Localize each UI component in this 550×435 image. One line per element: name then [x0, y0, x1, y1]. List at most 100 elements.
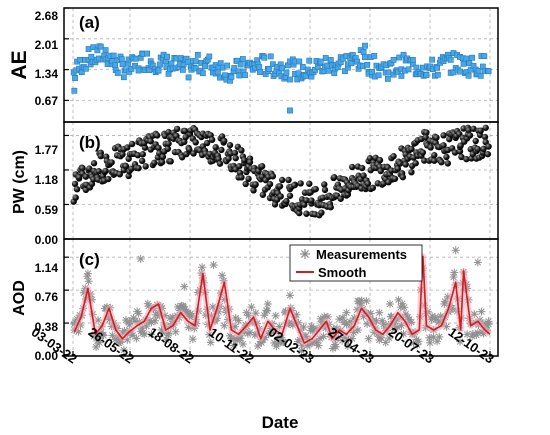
pw-point	[139, 151, 147, 158]
pw-point	[321, 181, 328, 188]
ae-point	[114, 70, 121, 76]
legend-box	[289, 244, 423, 282]
pw-point	[296, 209, 303, 217]
pw-point	[306, 180, 313, 187]
pw-point	[164, 145, 172, 152]
ae-point	[164, 53, 171, 60]
ae-point	[481, 53, 488, 59]
ae-point	[457, 68, 463, 75]
legend: Measurements Smooth	[289, 244, 423, 282]
ae-point	[110, 52, 117, 59]
pw-point	[173, 125, 181, 133]
ae-point	[236, 72, 243, 79]
ae-point	[385, 69, 392, 76]
pw-point	[142, 163, 149, 170]
pw-point	[321, 186, 329, 194]
ae-point	[287, 76, 293, 83]
ae-point	[465, 72, 472, 79]
pw-point	[470, 125, 477, 132]
pw-point	[466, 132, 474, 139]
legend-label-smooth: Smooth	[318, 265, 366, 280]
pw-point	[376, 157, 384, 164]
aod-measurement-point	[125, 317, 134, 326]
ae-point	[155, 67, 162, 74]
y-tick-label: 0.00	[35, 349, 59, 363]
ae-point	[256, 64, 263, 71]
pw-point	[165, 140, 172, 147]
aod-measurement-point	[140, 330, 149, 339]
ae-point	[157, 61, 163, 68]
ae-point	[400, 51, 407, 58]
pw-point	[138, 157, 146, 165]
pw-point	[277, 193, 284, 200]
aod-measurement-point	[375, 308, 384, 317]
y-axis-title-aod: AOD	[11, 280, 28, 316]
pw-point	[463, 155, 470, 163]
ae-point	[384, 75, 391, 82]
aod-measurement-point	[220, 321, 229, 330]
ae-point	[261, 54, 268, 61]
ae-point	[102, 47, 109, 54]
pw-point	[231, 149, 239, 157]
ae-point	[257, 69, 263, 75]
ae-point	[132, 55, 139, 62]
pw-point	[438, 158, 445, 166]
aod-measurement-point	[238, 339, 247, 348]
aod-measurement-point	[263, 306, 272, 315]
ae-point	[317, 58, 324, 65]
aod-measurement-point	[84, 277, 93, 286]
pw-point	[472, 137, 479, 145]
aod-measurement-point	[218, 271, 227, 280]
pw-point	[312, 185, 319, 193]
aod-measurement-point	[151, 316, 159, 325]
pw-point	[226, 141, 234, 149]
pw-point	[285, 176, 292, 184]
pw-point	[440, 132, 447, 139]
pw-point	[390, 153, 397, 160]
pw-point	[364, 180, 372, 187]
pw-point	[236, 163, 243, 170]
aod-measurement-point	[253, 341, 262, 350]
pw-point	[431, 151, 438, 159]
ae-point	[447, 56, 454, 63]
panel-label-a: (a)	[79, 13, 100, 32]
aod-measurement-point	[136, 254, 145, 263]
pw-point	[458, 153, 465, 161]
pw-point	[283, 197, 290, 205]
pw-point	[258, 163, 266, 170]
panel-c-frame	[63, 238, 499, 357]
aod-measurement-point	[263, 300, 272, 308]
y-tick-label: 2.01	[35, 38, 59, 52]
ae-point	[322, 55, 329, 61]
aod-measurement-point	[378, 316, 387, 325]
pw-point	[266, 180, 274, 188]
pw-point	[125, 172, 132, 180]
ae-point	[423, 72, 430, 78]
ae-point	[296, 58, 303, 65]
pw-point	[451, 149, 459, 156]
pw-point	[276, 183, 284, 190]
pw-point	[151, 159, 158, 167]
pw-point	[216, 160, 224, 167]
y-ticks-pw: 0.00 0.59 1.18 1.77	[35, 143, 59, 247]
aod-measurement-point	[394, 295, 403, 304]
ae-point	[112, 62, 118, 69]
aod-measurement-point	[319, 332, 328, 341]
pw-point	[423, 129, 430, 136]
aod-measurement-point	[188, 335, 197, 344]
aod-measurement-point	[147, 330, 156, 339]
ae-point	[237, 61, 244, 68]
pw-point	[477, 127, 484, 134]
x-axis-title: Date	[262, 413, 299, 432]
pw-point	[238, 147, 245, 154]
aod-measurement-point	[484, 317, 493, 326]
aod-measurement-point	[381, 338, 390, 347]
ae-point	[283, 69, 290, 76]
ae-point	[88, 53, 95, 60]
ae-point	[469, 54, 476, 61]
ae-point	[299, 64, 306, 70]
aod-measurement-point	[314, 341, 323, 350]
pw-point	[232, 154, 239, 162]
aod-measurement-point	[209, 261, 218, 269]
ae-point	[118, 56, 125, 63]
